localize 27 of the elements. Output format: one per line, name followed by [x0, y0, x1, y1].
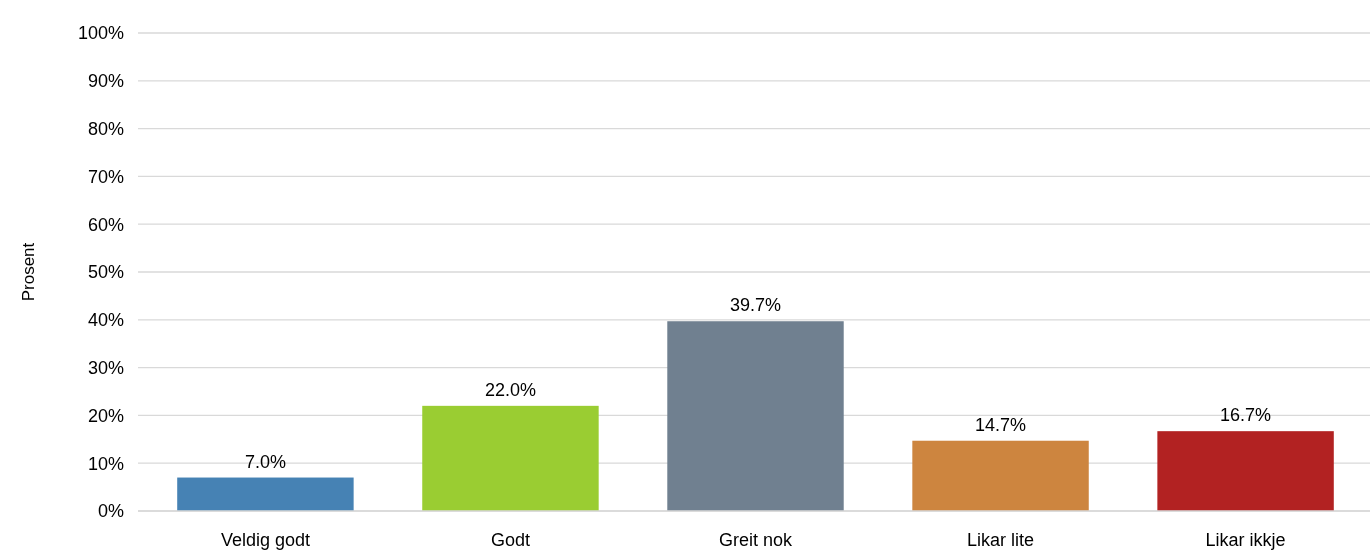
- data-label: 39.7%: [729, 295, 782, 316]
- x-tick-label: Godt: [490, 530, 530, 550]
- data-label: 16.7%: [1220, 405, 1272, 426]
- y-tick-label: 10%: [87, 453, 124, 474]
- y-tick-label: 100%: [77, 23, 124, 44]
- bar: [422, 405, 599, 511]
- data-label: 14.7%: [975, 414, 1027, 435]
- y-axis-title: Prosent: [19, 242, 38, 302]
- y-tick-label: 90%: [87, 71, 124, 92]
- bar: [912, 440, 1089, 511]
- x-tick-label: Veldig godt: [220, 530, 310, 550]
- y-tick-label: 50%: [87, 262, 124, 283]
- x-tick-label: Greit nok: [718, 530, 794, 550]
- y-tick-label: 60%: [87, 214, 124, 235]
- bar: [667, 321, 844, 511]
- y-tick-label: 70%: [87, 166, 124, 187]
- data-label: 7.0%: [244, 451, 286, 472]
- y-tick-label: 0%: [97, 501, 124, 522]
- y-tick-label: 80%: [87, 118, 124, 139]
- bar: [1157, 431, 1334, 511]
- y-tick-label: 40%: [87, 310, 124, 331]
- data-label: 22.0%: [484, 379, 536, 400]
- y-tick-label: 30%: [87, 357, 124, 378]
- x-tick-label: Likar ikkje: [1205, 530, 1286, 550]
- bar: [177, 477, 354, 511]
- x-tick-label: Likar lite: [967, 530, 1035, 550]
- y-tick-label: 20%: [87, 405, 124, 426]
